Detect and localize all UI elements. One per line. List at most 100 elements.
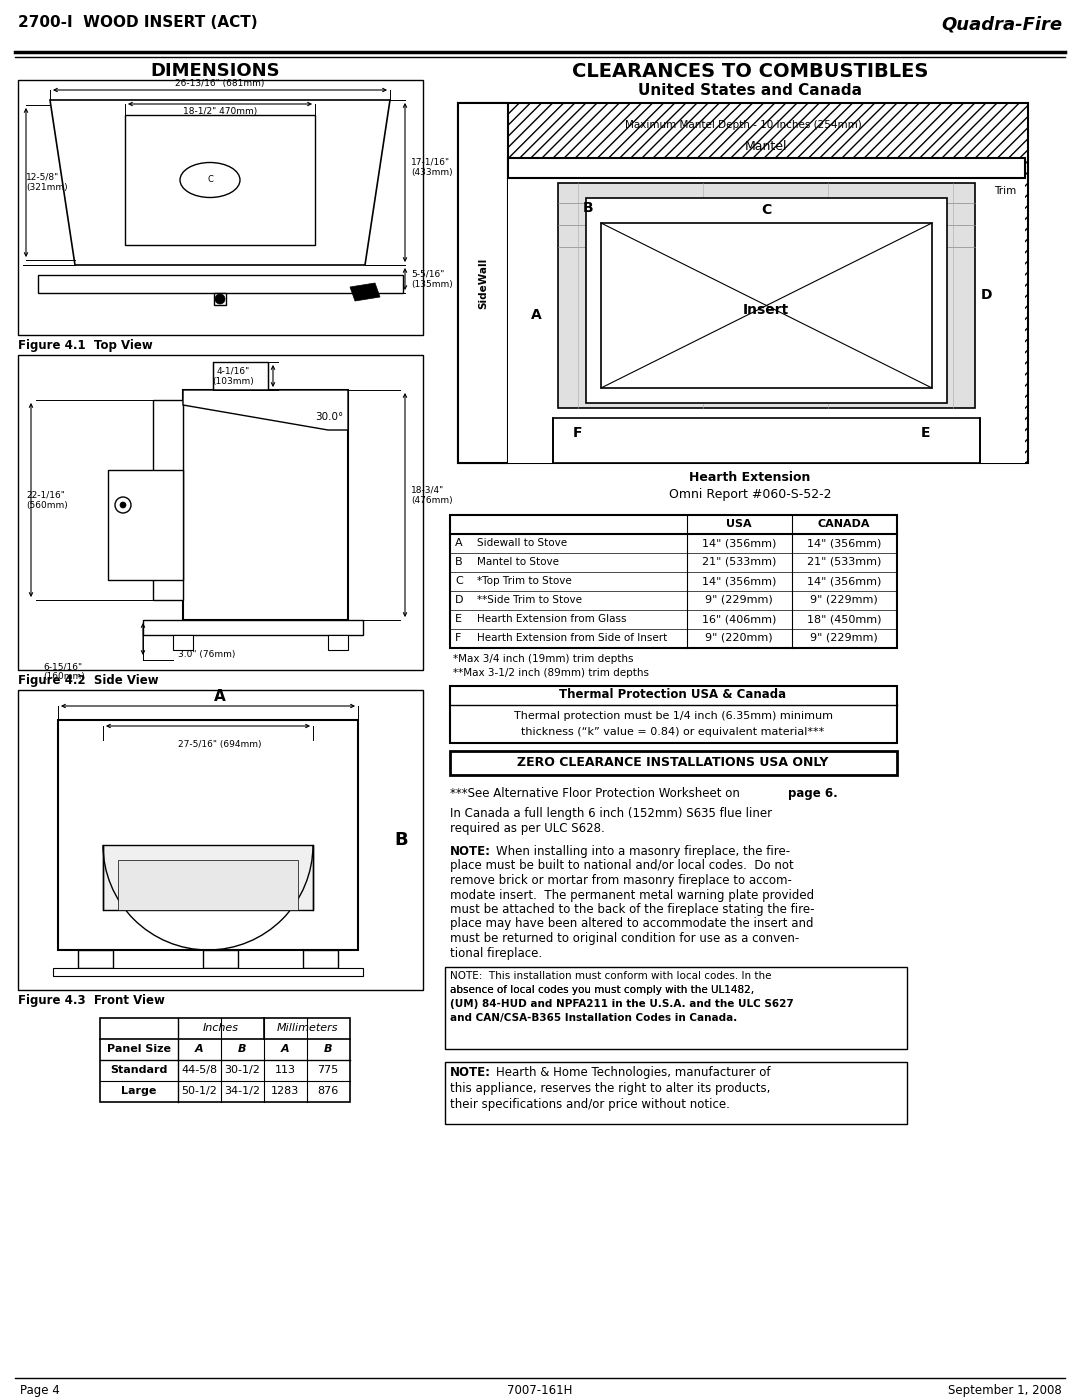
Text: 17-1/16"
(433mm): 17-1/16" (433mm) bbox=[411, 158, 453, 176]
Text: A: A bbox=[194, 1044, 203, 1053]
Text: A: A bbox=[214, 689, 226, 704]
Bar bbox=[213, 362, 268, 390]
Bar bbox=[508, 158, 1025, 462]
Text: Inches: Inches bbox=[203, 1023, 239, 1032]
Text: 6-15/16"
(160mm): 6-15/16" (160mm) bbox=[43, 662, 84, 682]
Text: C: C bbox=[761, 203, 771, 217]
Bar bbox=[53, 968, 363, 977]
Bar bbox=[143, 620, 363, 636]
Text: 22-1/16"
(560mm): 22-1/16" (560mm) bbox=[26, 490, 68, 510]
Text: Standard: Standard bbox=[110, 1065, 167, 1076]
Text: Hearth & Home Technologies, manufacturer of: Hearth & Home Technologies, manufacturer… bbox=[496, 1066, 770, 1078]
Bar bbox=[558, 183, 975, 408]
Text: Mantel to Stove: Mantel to Stove bbox=[477, 557, 559, 567]
Text: 18-3/4"
(476mm): 18-3/4" (476mm) bbox=[411, 485, 453, 504]
Text: 14" (356mm): 14" (356mm) bbox=[807, 576, 881, 585]
Text: and CAN/CSA-B365 Installation Codes in Canada.: and CAN/CSA-B365 Installation Codes in C… bbox=[450, 1013, 738, 1023]
Text: Sidewall to Stove: Sidewall to Stove bbox=[477, 538, 567, 548]
Text: CANADA: CANADA bbox=[818, 520, 870, 529]
Text: 14" (356mm): 14" (356mm) bbox=[702, 538, 777, 548]
Text: 30.0°: 30.0° bbox=[314, 412, 343, 422]
Circle shape bbox=[114, 497, 131, 513]
Bar bbox=[125, 115, 315, 244]
Text: NOTE:: NOTE: bbox=[450, 845, 491, 858]
Text: September 1, 2008: September 1, 2008 bbox=[948, 1384, 1062, 1397]
Bar bbox=[173, 636, 193, 650]
Text: Hearth Extension from Side of Insert: Hearth Extension from Side of Insert bbox=[477, 633, 667, 643]
Text: Trim: Trim bbox=[994, 186, 1016, 196]
Text: must be returned to original condition for use as a conven-: must be returned to original condition f… bbox=[450, 932, 799, 944]
Text: When installing into a masonry fireplace, the fire-: When installing into a masonry fireplace… bbox=[496, 845, 791, 858]
Text: (UM) 84-HUD and NPFA211 in the U.S.A. and the ULC S627: (UM) 84-HUD and NPFA211 in the U.S.A. an… bbox=[450, 999, 794, 1009]
Text: 14" (356mm): 14" (356mm) bbox=[702, 576, 777, 585]
Text: Quadra-Fire: Quadra-Fire bbox=[941, 15, 1062, 34]
Bar bbox=[553, 418, 980, 462]
Text: 4-1/16"
(103mm): 4-1/16" (103mm) bbox=[212, 366, 254, 386]
Polygon shape bbox=[350, 284, 380, 300]
Text: A: A bbox=[530, 307, 541, 321]
Text: modate insert.  The permanent metal warning plate provided: modate insert. The permanent metal warni… bbox=[450, 888, 814, 901]
Text: Figure 4.1  Top View: Figure 4.1 Top View bbox=[18, 339, 152, 352]
Text: Figure 4.3  Front View: Figure 4.3 Front View bbox=[18, 995, 165, 1007]
Text: Millimeters: Millimeters bbox=[276, 1023, 338, 1032]
Circle shape bbox=[120, 502, 126, 509]
Text: 26-13/16" (681mm): 26-13/16" (681mm) bbox=[175, 80, 265, 88]
Text: ZERO CLEARANCE INSTALLATIONS USA ONLY: ZERO CLEARANCE INSTALLATIONS USA ONLY bbox=[517, 757, 828, 770]
Bar bbox=[153, 400, 183, 599]
Text: Panel Size: Panel Size bbox=[107, 1044, 171, 1053]
Bar bbox=[214, 293, 226, 305]
Text: 16" (406mm): 16" (406mm) bbox=[702, 615, 777, 624]
Text: B: B bbox=[324, 1044, 333, 1053]
Polygon shape bbox=[183, 390, 348, 430]
Bar bbox=[450, 515, 897, 648]
Text: C: C bbox=[455, 576, 462, 585]
Text: Thermal Protection USA & Canada: Thermal Protection USA & Canada bbox=[559, 689, 786, 701]
Text: NOTE:  This installation must conform with local codes. In the: NOTE: This installation must conform wit… bbox=[450, 971, 771, 981]
Text: 34-1/2: 34-1/2 bbox=[224, 1085, 260, 1097]
Text: 44-5/8: 44-5/8 bbox=[181, 1065, 217, 1076]
Circle shape bbox=[215, 293, 225, 305]
Text: Hearth Extension from Glass: Hearth Extension from Glass bbox=[477, 615, 626, 624]
Text: ***See Alternative Floor Protection Worksheet on: ***See Alternative Floor Protection Work… bbox=[450, 787, 744, 800]
Bar bbox=[18, 355, 423, 671]
Text: 3.0" (76mm): 3.0" (76mm) bbox=[178, 650, 235, 659]
Text: this appliance, reserves the right to alter its products,: this appliance, reserves the right to al… bbox=[450, 1083, 770, 1095]
Bar bbox=[458, 103, 1028, 462]
Text: 50-1/2: 50-1/2 bbox=[181, 1085, 217, 1097]
Text: A: A bbox=[455, 538, 462, 548]
Bar bbox=[78, 950, 113, 968]
Bar bbox=[586, 198, 947, 402]
Text: 775: 775 bbox=[318, 1065, 339, 1076]
Text: 21" (533mm): 21" (533mm) bbox=[807, 557, 881, 567]
Text: A: A bbox=[281, 1044, 289, 1053]
Text: 14" (356mm): 14" (356mm) bbox=[807, 538, 881, 548]
Text: F: F bbox=[573, 426, 583, 440]
Bar bbox=[508, 158, 1025, 177]
Text: 12-5/8"
(321mm): 12-5/8" (321mm) bbox=[26, 172, 68, 191]
Text: 9" (229mm): 9" (229mm) bbox=[810, 595, 878, 605]
Text: 27-5/16" (694mm): 27-5/16" (694mm) bbox=[178, 740, 261, 749]
Text: F: F bbox=[455, 633, 461, 643]
Ellipse shape bbox=[180, 162, 240, 197]
Text: 7007-161H: 7007-161H bbox=[508, 1384, 572, 1397]
Bar bbox=[18, 80, 423, 335]
Bar bbox=[18, 690, 423, 990]
Text: CLEARANCES TO COMBUSTIBLES: CLEARANCES TO COMBUSTIBLES bbox=[571, 61, 928, 81]
Text: 9" (229mm): 9" (229mm) bbox=[705, 595, 773, 605]
Text: SideWall: SideWall bbox=[478, 257, 488, 309]
Text: D: D bbox=[982, 288, 993, 302]
Text: 113: 113 bbox=[274, 1065, 296, 1076]
Text: C: C bbox=[207, 176, 213, 184]
Text: absence of local codes you must comply with the UL1482,: absence of local codes you must comply w… bbox=[450, 985, 754, 995]
Text: their specifications and/or price without notice.: their specifications and/or price withou… bbox=[450, 1098, 730, 1111]
Text: USA: USA bbox=[726, 520, 752, 529]
Bar bbox=[445, 1062, 907, 1125]
Text: NOTE:: NOTE: bbox=[450, 1066, 491, 1078]
Text: page 6.: page 6. bbox=[788, 787, 838, 800]
Text: absence of local codes you must comply with the UL1482,: absence of local codes you must comply w… bbox=[450, 985, 754, 995]
Bar bbox=[118, 861, 298, 909]
Bar bbox=[103, 845, 313, 909]
Text: must be attached to the back of the fireplace stating the fire-: must be attached to the back of the fire… bbox=[450, 902, 814, 916]
Text: Large: Large bbox=[121, 1085, 157, 1097]
Bar bbox=[203, 950, 238, 968]
